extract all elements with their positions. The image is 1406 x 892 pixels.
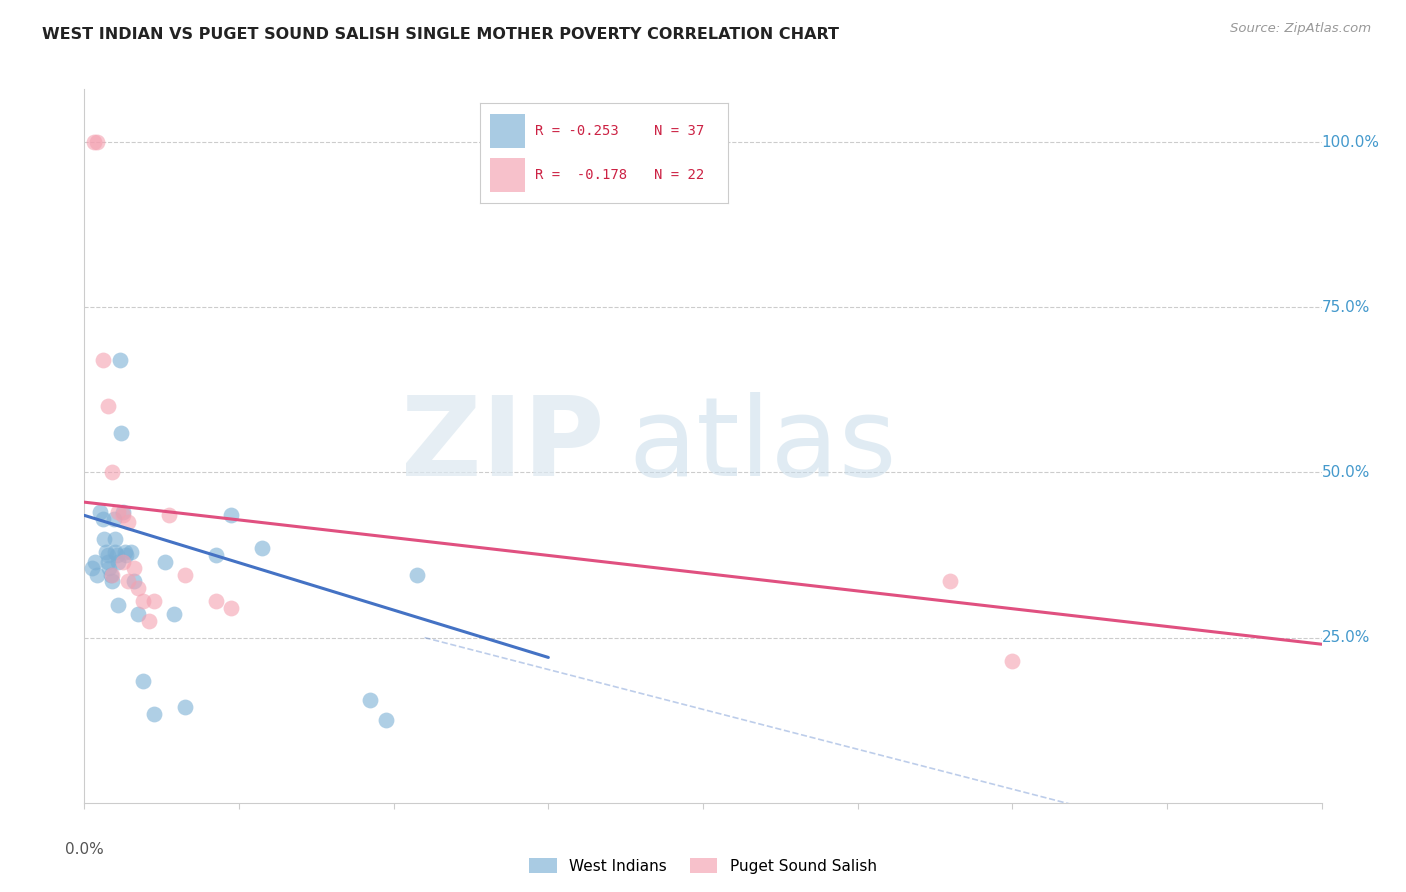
Point bbox=[112, 505, 135, 519]
Point bbox=[219, 508, 242, 523]
Point bbox=[86, 135, 108, 149]
Point bbox=[138, 614, 160, 628]
Point bbox=[174, 567, 197, 582]
Point bbox=[120, 545, 142, 559]
Point bbox=[100, 567, 122, 582]
Point bbox=[122, 574, 145, 589]
Point bbox=[82, 561, 104, 575]
Point bbox=[107, 598, 129, 612]
Point bbox=[108, 353, 131, 368]
Point bbox=[96, 400, 118, 414]
Point bbox=[374, 713, 398, 727]
Point bbox=[93, 532, 115, 546]
Text: WEST INDIAN VS PUGET SOUND SALISH SINGLE MOTHER POVERTY CORRELATION CHART: WEST INDIAN VS PUGET SOUND SALISH SINGLE… bbox=[42, 27, 839, 42]
Text: 50.0%: 50.0% bbox=[1322, 465, 1369, 480]
Text: 100.0%: 100.0% bbox=[1322, 135, 1379, 150]
Point bbox=[112, 555, 135, 569]
Point bbox=[105, 548, 128, 562]
Point bbox=[98, 561, 121, 575]
Point bbox=[84, 555, 107, 569]
Text: ZIP: ZIP bbox=[401, 392, 605, 500]
Point bbox=[1001, 654, 1024, 668]
Point bbox=[117, 574, 139, 589]
Point bbox=[112, 508, 135, 523]
Text: atlas: atlas bbox=[628, 392, 897, 500]
Legend: West Indians, Puget Sound Salish: West Indians, Puget Sound Salish bbox=[523, 852, 883, 880]
Point bbox=[143, 706, 166, 721]
Point bbox=[91, 353, 114, 368]
Point bbox=[174, 700, 197, 714]
Point bbox=[122, 561, 145, 575]
Point bbox=[104, 532, 127, 546]
Point bbox=[91, 511, 114, 525]
Point bbox=[107, 555, 129, 569]
Point bbox=[205, 594, 228, 608]
Point bbox=[115, 548, 138, 562]
Point bbox=[219, 600, 242, 615]
Point bbox=[153, 555, 176, 569]
Point bbox=[110, 425, 132, 440]
Point bbox=[101, 466, 124, 480]
Point bbox=[250, 541, 273, 556]
Point bbox=[89, 505, 111, 519]
Point bbox=[360, 693, 382, 707]
Point bbox=[143, 594, 166, 608]
Point bbox=[939, 574, 962, 589]
Point bbox=[101, 574, 124, 589]
Text: 25.0%: 25.0% bbox=[1322, 630, 1369, 645]
Point bbox=[127, 607, 149, 622]
Point bbox=[159, 508, 180, 523]
Point bbox=[107, 505, 129, 519]
Point bbox=[103, 511, 125, 525]
Point bbox=[94, 545, 117, 559]
Point bbox=[127, 581, 149, 595]
Point bbox=[101, 567, 124, 582]
Point bbox=[96, 548, 118, 562]
Point bbox=[132, 673, 155, 688]
Point bbox=[104, 545, 127, 559]
Point bbox=[117, 515, 139, 529]
Point bbox=[405, 567, 427, 582]
Text: 0.0%: 0.0% bbox=[65, 842, 104, 857]
Point bbox=[114, 545, 136, 559]
Point bbox=[96, 555, 118, 569]
Point bbox=[132, 594, 155, 608]
Point bbox=[163, 607, 186, 622]
Text: Source: ZipAtlas.com: Source: ZipAtlas.com bbox=[1230, 22, 1371, 36]
Point bbox=[83, 135, 105, 149]
Text: 75.0%: 75.0% bbox=[1322, 300, 1369, 315]
Point bbox=[86, 567, 108, 582]
Point bbox=[205, 548, 228, 562]
